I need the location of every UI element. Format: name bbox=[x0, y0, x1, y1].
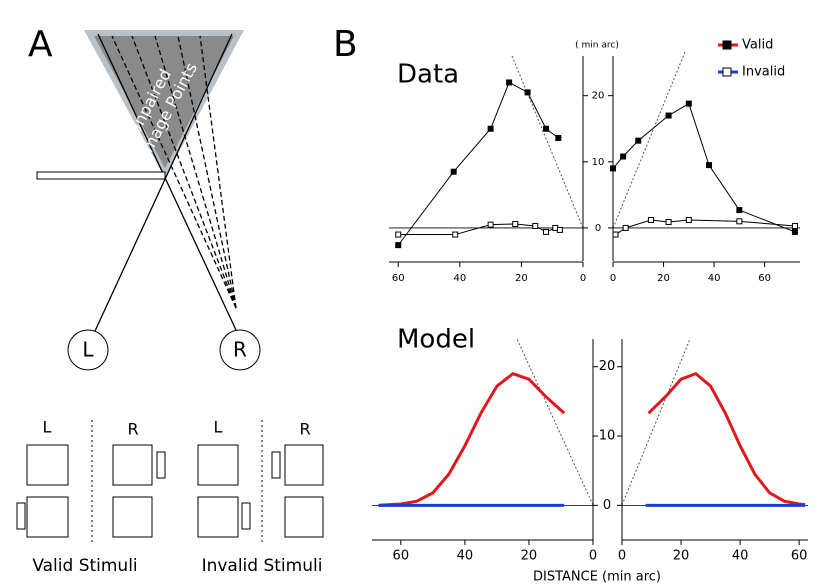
x-tick-label: 20 bbox=[521, 549, 538, 564]
data-point bbox=[556, 226, 563, 233]
group-label: Invalid Stimuli bbox=[202, 556, 323, 576]
data-point bbox=[736, 207, 743, 214]
data-point bbox=[450, 168, 457, 175]
y-tick-label: 10 bbox=[599, 429, 616, 444]
legend-marker bbox=[722, 67, 732, 77]
x-tick-label: 0 bbox=[589, 549, 597, 564]
x-tick-label: 20 bbox=[673, 549, 690, 564]
x-tick-label: 60 bbox=[392, 273, 405, 284]
data-point bbox=[395, 231, 402, 238]
occluder bbox=[36, 171, 166, 180]
data-point bbox=[706, 162, 713, 169]
x-axis-label: DISTANCE (min arc) bbox=[533, 570, 661, 585]
eye bbox=[67, 329, 109, 371]
rays bbox=[111, 35, 237, 309]
data-point bbox=[612, 231, 619, 238]
x-tick-label: 40 bbox=[732, 549, 749, 564]
sight-line bbox=[94, 33, 233, 332]
x-tick-label: 40 bbox=[453, 273, 466, 284]
data-point bbox=[685, 100, 692, 107]
x-tick-label: 20 bbox=[515, 273, 528, 284]
data-point bbox=[512, 220, 519, 227]
data-point bbox=[610, 165, 616, 172]
series-line bbox=[378, 371, 566, 507]
data-point bbox=[665, 112, 672, 119]
eye-label: L bbox=[82, 338, 94, 362]
legend-label: Invalid bbox=[742, 65, 785, 80]
y-tick-label: 10 bbox=[592, 157, 605, 168]
x-tick-label: 60 bbox=[791, 549, 808, 564]
series-line bbox=[615, 219, 795, 235]
region bbox=[94, 36, 234, 168]
eye bbox=[219, 329, 261, 371]
chart-title: Data bbox=[397, 60, 459, 90]
x-tick-label: 0 bbox=[618, 549, 626, 564]
x-tick-label: 60 bbox=[758, 273, 771, 284]
data-point bbox=[524, 89, 531, 96]
data-point bbox=[506, 79, 513, 86]
eye-label: R bbox=[233, 338, 247, 362]
tangent-lines bbox=[511, 51, 691, 506]
y-axis-label: ( min arc) bbox=[575, 41, 619, 51]
data-point bbox=[543, 125, 550, 132]
series-line bbox=[397, 81, 559, 246]
legend-label: Valid bbox=[742, 38, 773, 53]
data-point bbox=[791, 222, 798, 229]
data-point bbox=[635, 137, 642, 144]
data-point bbox=[791, 228, 798, 235]
legend-marker bbox=[722, 40, 732, 50]
sight-line bbox=[97, 33, 237, 331]
data-point bbox=[452, 231, 459, 238]
y-tick-label: 20 bbox=[599, 359, 616, 374]
group-label: Valid Stimuli bbox=[32, 556, 137, 576]
data-point bbox=[487, 221, 494, 228]
column-label: L bbox=[43, 418, 52, 437]
x-tick-label: 40 bbox=[708, 273, 721, 284]
data-point bbox=[543, 228, 550, 235]
x-tick-label: 0 bbox=[610, 273, 616, 284]
panel-label: B bbox=[333, 24, 358, 65]
x-tick-label: 20 bbox=[657, 273, 670, 284]
chart-title: Model bbox=[397, 325, 475, 355]
panel-label: A bbox=[28, 24, 53, 65]
stimuli bbox=[16, 444, 324, 538]
data-point bbox=[487, 125, 494, 132]
data-point bbox=[620, 153, 627, 160]
x-tick-label: 0 bbox=[580, 273, 586, 284]
data-point bbox=[622, 224, 629, 231]
data-point bbox=[532, 222, 539, 229]
y-tick-label: 20 bbox=[592, 91, 605, 102]
data-point bbox=[736, 218, 743, 225]
y-tick-label: 0 bbox=[595, 223, 601, 234]
data-point bbox=[555, 135, 562, 141]
x-tick-label: 60 bbox=[393, 549, 410, 564]
data-point bbox=[685, 217, 692, 223]
column-label: R bbox=[127, 420, 138, 439]
data-point bbox=[647, 217, 654, 223]
column-label: R bbox=[299, 420, 310, 439]
x-tick-label: 40 bbox=[457, 549, 474, 564]
data-point bbox=[665, 218, 672, 225]
column-label: L bbox=[214, 418, 223, 437]
series-line bbox=[647, 371, 806, 507]
series-line bbox=[612, 102, 796, 233]
y-tick-label: 0 bbox=[603, 498, 611, 513]
data-point bbox=[395, 242, 402, 249]
